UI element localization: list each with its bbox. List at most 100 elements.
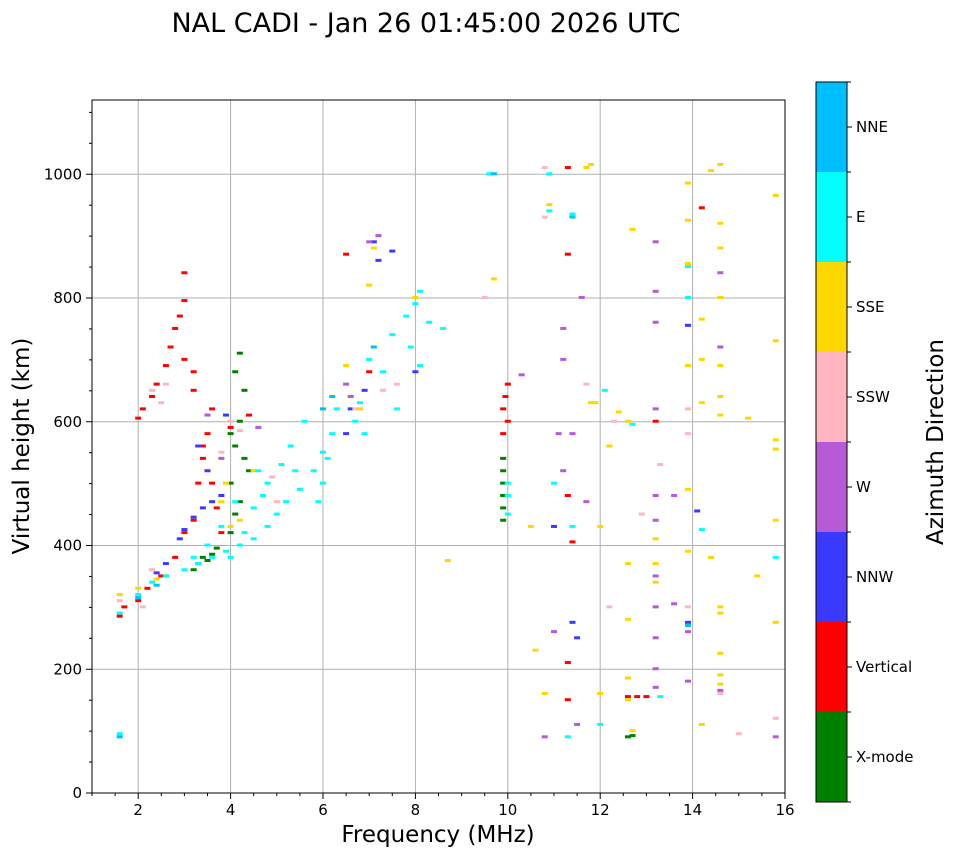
data-point: [652, 562, 659, 566]
data-point: [684, 549, 691, 553]
data-point: [324, 456, 331, 460]
data-point: [292, 469, 299, 473]
series-sse: [116, 162, 779, 733]
data-point: [717, 413, 724, 417]
data-point: [352, 419, 359, 423]
data-point: [199, 506, 206, 510]
data-point: [772, 339, 779, 343]
data-point: [629, 729, 636, 733]
data-point: [772, 735, 779, 739]
data-point: [560, 357, 567, 361]
series-vertical: [116, 166, 705, 702]
data-point: [698, 206, 705, 210]
y-tick-label: 800: [53, 289, 82, 307]
data-point: [708, 555, 715, 559]
colorbar-swatch: [816, 442, 847, 532]
data-point: [671, 602, 678, 606]
data-point: [149, 580, 156, 584]
data-point: [209, 500, 216, 504]
data-point: [236, 518, 243, 522]
data-point: [527, 524, 534, 528]
data-point: [684, 630, 691, 634]
data-point: [684, 364, 691, 368]
data-point: [417, 289, 424, 293]
data-point: [597, 722, 604, 726]
data-point: [684, 265, 691, 269]
data-point: [116, 614, 123, 618]
data-point: [652, 419, 659, 423]
data-point: [190, 568, 197, 572]
data-point: [426, 320, 433, 324]
data-point: [657, 463, 664, 467]
data-point: [698, 357, 705, 361]
data-point: [564, 494, 571, 497]
data-point: [204, 469, 211, 473]
data-point: [541, 166, 548, 170]
data-point: [352, 407, 359, 411]
data-point: [551, 630, 557, 634]
data-point: [227, 425, 234, 429]
data-point: [708, 169, 715, 173]
data-point: [227, 524, 234, 528]
data-point: [158, 574, 165, 578]
data-point: [393, 382, 400, 386]
colorbar-tick-label: NNW: [856, 568, 893, 586]
data-point: [504, 382, 511, 386]
data-point: [218, 494, 225, 497]
data-point: [652, 580, 659, 584]
data-point: [361, 432, 368, 436]
data-point: [232, 370, 239, 374]
data-point: [195, 562, 202, 566]
data-point: [232, 512, 239, 516]
data-point: [209, 481, 216, 485]
data-point: [569, 212, 576, 216]
data-point: [500, 494, 507, 497]
data-point: [611, 419, 618, 423]
data-point: [407, 345, 414, 349]
series-ssw: [116, 166, 779, 736]
data-point: [671, 494, 678, 497]
data-point: [684, 679, 691, 683]
data-point: [366, 370, 373, 374]
data-point: [754, 574, 761, 578]
data-point: [347, 395, 354, 398]
data-point: [361, 388, 368, 392]
data-point: [587, 401, 594, 405]
data-point: [389, 249, 396, 253]
series-w: [204, 234, 779, 739]
data-point: [717, 688, 724, 692]
chart-title: NAL CADI - Jan 26 01:45:00 2026 UTC: [171, 8, 680, 39]
data-point: [652, 574, 659, 578]
colorbar-tick-label: NNE: [856, 118, 888, 136]
data-point: [564, 166, 571, 170]
data-point: [504, 512, 511, 516]
data-point: [227, 419, 234, 423]
data-point: [370, 240, 377, 244]
data-point: [139, 605, 146, 609]
data-point: [684, 605, 691, 609]
y-tick-label: 200: [53, 660, 82, 678]
data-point: [218, 524, 225, 528]
data-point: [717, 246, 724, 250]
data-point: [717, 162, 724, 166]
data-point: [176, 314, 183, 318]
data-point: [329, 432, 336, 436]
data-point: [356, 401, 363, 405]
data-point: [403, 314, 410, 318]
data-point: [717, 611, 724, 615]
data-point: [329, 395, 336, 398]
x-tick-label: 6: [318, 801, 328, 819]
data-point: [587, 162, 594, 166]
data-point: [236, 351, 243, 355]
data-point: [541, 215, 548, 219]
data-point: [287, 444, 294, 448]
data-point: [199, 444, 206, 448]
data-point: [116, 599, 123, 603]
data-point: [684, 620, 691, 624]
x-tick-label: 10: [498, 801, 517, 819]
colorbar-swatch: [816, 82, 847, 172]
data-point: [218, 500, 225, 504]
data-point: [320, 450, 326, 454]
y-tick-label: 0: [72, 784, 82, 802]
data-point: [772, 716, 779, 720]
